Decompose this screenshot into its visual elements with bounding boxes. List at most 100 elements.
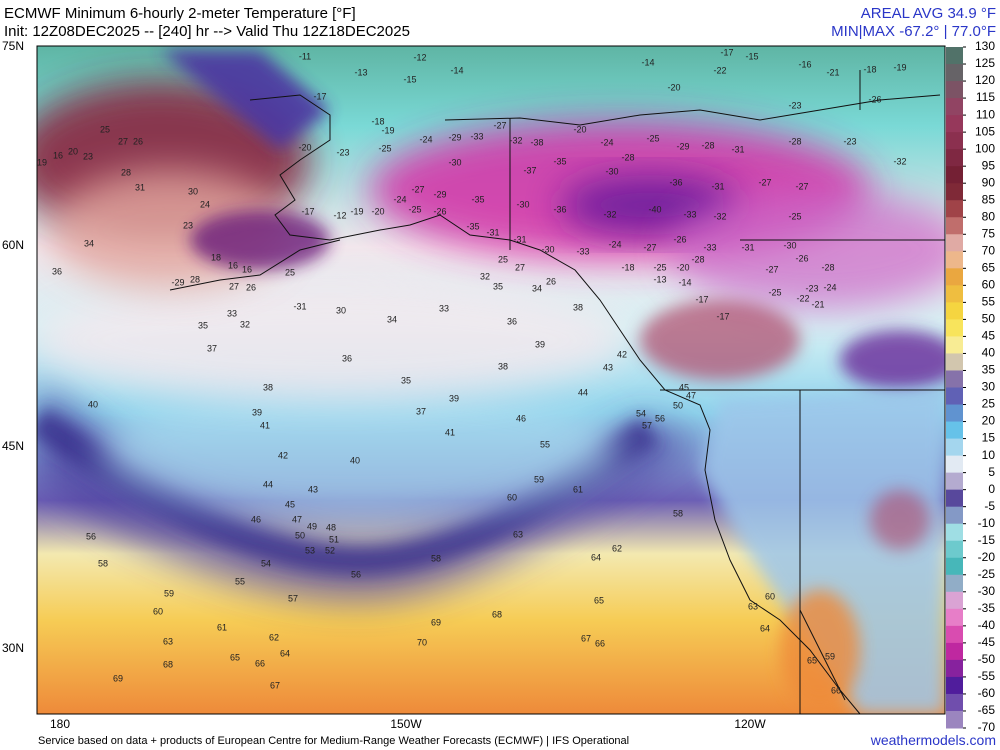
temp-label: 16 bbox=[228, 260, 238, 270]
temp-label: 27 bbox=[118, 136, 128, 146]
temp-label: 67 bbox=[270, 680, 280, 690]
colorbar-label: -60 bbox=[978, 686, 996, 700]
temp-label: 36 bbox=[52, 266, 62, 276]
temp-label: 34 bbox=[532, 283, 542, 293]
colorbar-label: 120 bbox=[975, 73, 995, 87]
temp-label: 45 bbox=[285, 499, 295, 509]
temp-label: 40 bbox=[350, 455, 360, 465]
temp-label: -22 bbox=[796, 293, 809, 303]
temp-label: 70 bbox=[417, 637, 427, 647]
temp-label: 64 bbox=[591, 552, 601, 562]
colorbar-segment bbox=[946, 302, 963, 320]
colorbar-segment bbox=[946, 421, 963, 440]
temp-label: 43 bbox=[308, 484, 318, 494]
temp-label: 59 bbox=[534, 474, 544, 484]
temp-label: -37 bbox=[523, 165, 536, 175]
temp-label: -31 bbox=[741, 242, 754, 252]
colorbar-label: 40 bbox=[982, 346, 996, 360]
colorbar-segment bbox=[946, 489, 963, 508]
colorbar-segment bbox=[946, 557, 963, 576]
colorbar-segment bbox=[946, 676, 963, 695]
temp-label: -26 bbox=[433, 206, 446, 216]
temp-label: -23 bbox=[843, 136, 856, 146]
temp-label: 52 bbox=[325, 545, 335, 555]
temp-label: -13 bbox=[354, 67, 367, 77]
init-line: Init: 12Z08DEC2025 -- [240] hr --> Valid… bbox=[4, 23, 410, 40]
lon-label: 120W bbox=[734, 717, 766, 731]
colorbar-segment bbox=[946, 455, 963, 474]
temp-label: -17 bbox=[301, 206, 314, 216]
min-max: MIN|MAX -67.2° | 77.0°F bbox=[831, 23, 996, 40]
colorbar-label: -45 bbox=[978, 635, 996, 649]
colorbar-segment bbox=[946, 404, 963, 423]
colorbar-label: 45 bbox=[982, 329, 996, 343]
colorbar-label: 90 bbox=[982, 175, 996, 189]
temp-label: -31 bbox=[731, 144, 744, 154]
temp-label: -12 bbox=[333, 210, 346, 220]
colorbar-label: -25 bbox=[978, 567, 996, 581]
colorbar-segment bbox=[946, 659, 963, 678]
temp-label: -20 bbox=[676, 262, 689, 272]
temp-label: 37 bbox=[207, 343, 217, 353]
temp-label: 60 bbox=[153, 606, 163, 616]
colorbar-label: -50 bbox=[978, 652, 996, 666]
temp-label: 27 bbox=[515, 262, 525, 272]
colorbar-segment bbox=[946, 285, 963, 303]
temp-label: -19 bbox=[893, 62, 906, 72]
colorbar-segment bbox=[946, 438, 963, 457]
temp-label: 54 bbox=[636, 408, 646, 418]
temp-label: 25 bbox=[285, 267, 295, 277]
colorbar-segment bbox=[946, 574, 963, 593]
colorbar-segment bbox=[946, 64, 963, 82]
colorbar-label: 85 bbox=[982, 192, 996, 206]
temp-label: -16 bbox=[798, 59, 811, 69]
temp-label: 24 bbox=[200, 199, 210, 209]
temp-label: 41 bbox=[445, 427, 455, 437]
temp-label: 38 bbox=[263, 382, 273, 392]
temp-label: -32 bbox=[893, 156, 906, 166]
temp-label: -31 bbox=[513, 234, 526, 244]
temp-label: -31 bbox=[711, 181, 724, 191]
temp-label: -33 bbox=[576, 246, 589, 256]
temp-label: -23 bbox=[805, 283, 818, 293]
temp-label: 39 bbox=[252, 407, 262, 417]
temp-label: 56 bbox=[655, 413, 665, 423]
title: ECMWF Minimum 6-hourly 2-meter Temperatu… bbox=[4, 5, 356, 22]
temp-label: 26 bbox=[246, 282, 256, 292]
temp-label: 56 bbox=[86, 531, 96, 541]
temp-label: 23 bbox=[183, 220, 193, 230]
colorbar-label: 30 bbox=[982, 380, 996, 394]
areal-avg: AREAL AVG 34.9 °F bbox=[861, 5, 996, 22]
temp-label: 68 bbox=[492, 609, 502, 619]
temp-label: -35 bbox=[466, 221, 479, 231]
temp-label: -35 bbox=[553, 156, 566, 166]
temp-label: 54 bbox=[261, 558, 271, 568]
temp-label: 44 bbox=[263, 479, 273, 489]
colorbar-label: 115 bbox=[976, 90, 995, 104]
temp-label: -27 bbox=[643, 242, 656, 252]
map-field bbox=[37, 46, 945, 714]
colorbar-label: 130 bbox=[975, 39, 995, 53]
colorbar-segment bbox=[946, 47, 963, 65]
temp-label: -29 bbox=[676, 141, 689, 151]
colorbar-segment bbox=[946, 81, 963, 99]
temp-label: 66 bbox=[595, 638, 605, 648]
temp-label: 67 bbox=[581, 633, 591, 643]
temp-label: -25 bbox=[788, 211, 801, 221]
temp-label: 35 bbox=[493, 281, 503, 291]
temp-label: -20 bbox=[298, 142, 311, 152]
lat-label: 60N bbox=[2, 238, 24, 252]
temp-label: -24 bbox=[823, 282, 836, 292]
temp-label: 38 bbox=[498, 361, 508, 371]
colorbar-label: 50 bbox=[982, 312, 996, 326]
lon-label: 180 bbox=[50, 717, 70, 731]
temp-label: -17 bbox=[716, 311, 729, 321]
temp-label: -14 bbox=[678, 277, 691, 287]
colorbar-label: -40 bbox=[978, 618, 996, 632]
temp-label: -29 bbox=[171, 277, 184, 287]
colorbar-segment bbox=[946, 115, 963, 133]
temp-label: -27 bbox=[765, 264, 778, 274]
colorbar-segment bbox=[946, 591, 963, 610]
colorbar-label: -20 bbox=[978, 550, 996, 564]
temp-label: -27 bbox=[758, 177, 771, 187]
